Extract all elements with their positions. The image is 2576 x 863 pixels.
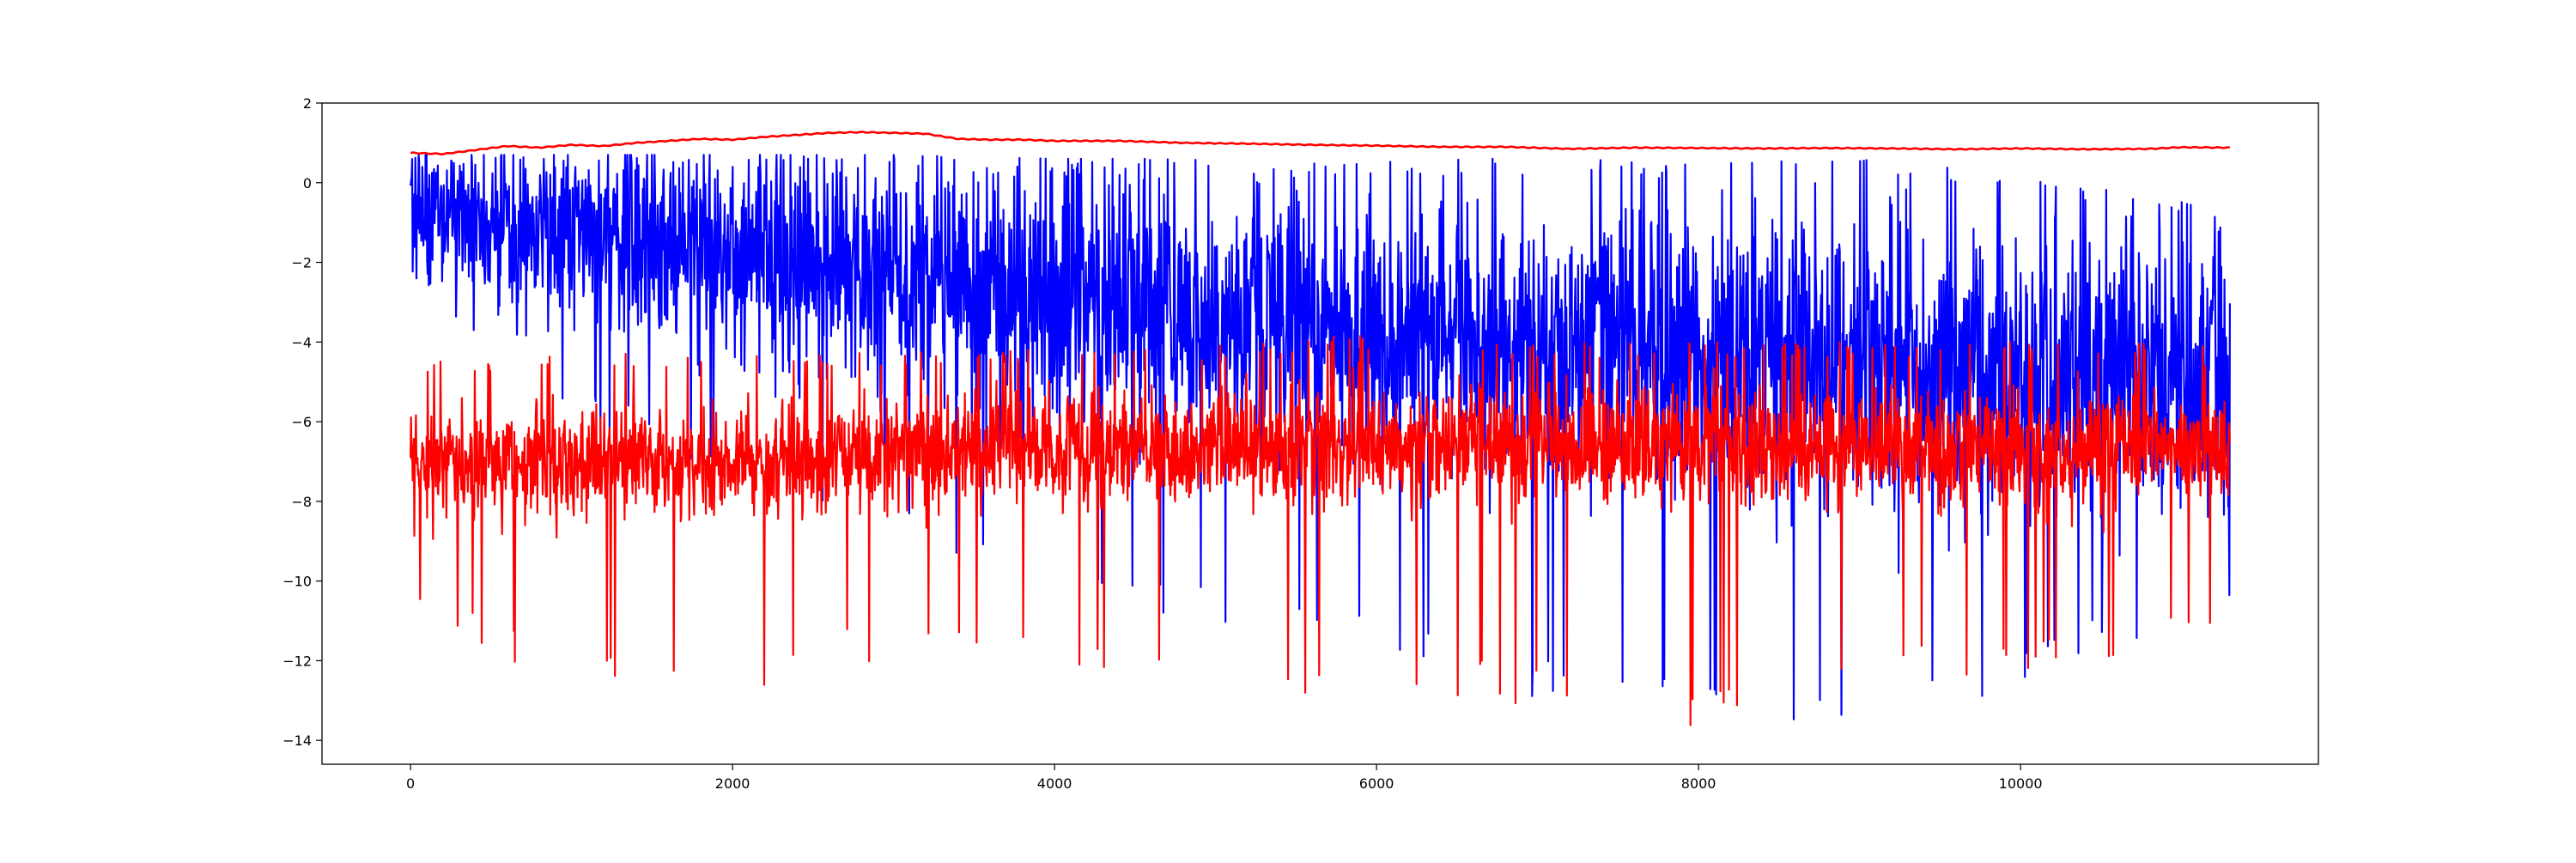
y-axis: 2 0 −2 −4 −6 −8 −10 −12 −14 <box>283 95 322 749</box>
y-tick-label: 0 <box>303 175 312 191</box>
series-red-line <box>410 335 2231 726</box>
y-tick-label: −14 <box>283 732 312 749</box>
y-tick-label: −4 <box>291 334 312 350</box>
x-tick-label: 2000 <box>715 775 750 792</box>
y-tick-label: 2 <box>303 95 312 112</box>
series-blue-line <box>410 154 2231 720</box>
x-tick-label: 10000 <box>1999 775 2043 792</box>
y-tick-label: −12 <box>283 653 312 669</box>
y-tick-label: −8 <box>291 494 312 510</box>
axes-frame <box>321 102 2319 765</box>
x-tick-label: 4000 <box>1037 775 1072 792</box>
y-tick-label: −2 <box>291 255 312 271</box>
x-tick-label: 6000 <box>1359 775 1394 792</box>
series-layer <box>410 131 2231 726</box>
x-axis: 0 2000 4000 6000 8000 10000 <box>406 764 2043 792</box>
series-red-smooth-line <box>410 131 2230 156</box>
x-tick-label: 8000 <box>1681 775 1716 792</box>
y-tick-label: −10 <box>283 574 312 590</box>
y-tick-label: −6 <box>291 414 312 430</box>
x-tick-label: 0 <box>406 775 415 792</box>
